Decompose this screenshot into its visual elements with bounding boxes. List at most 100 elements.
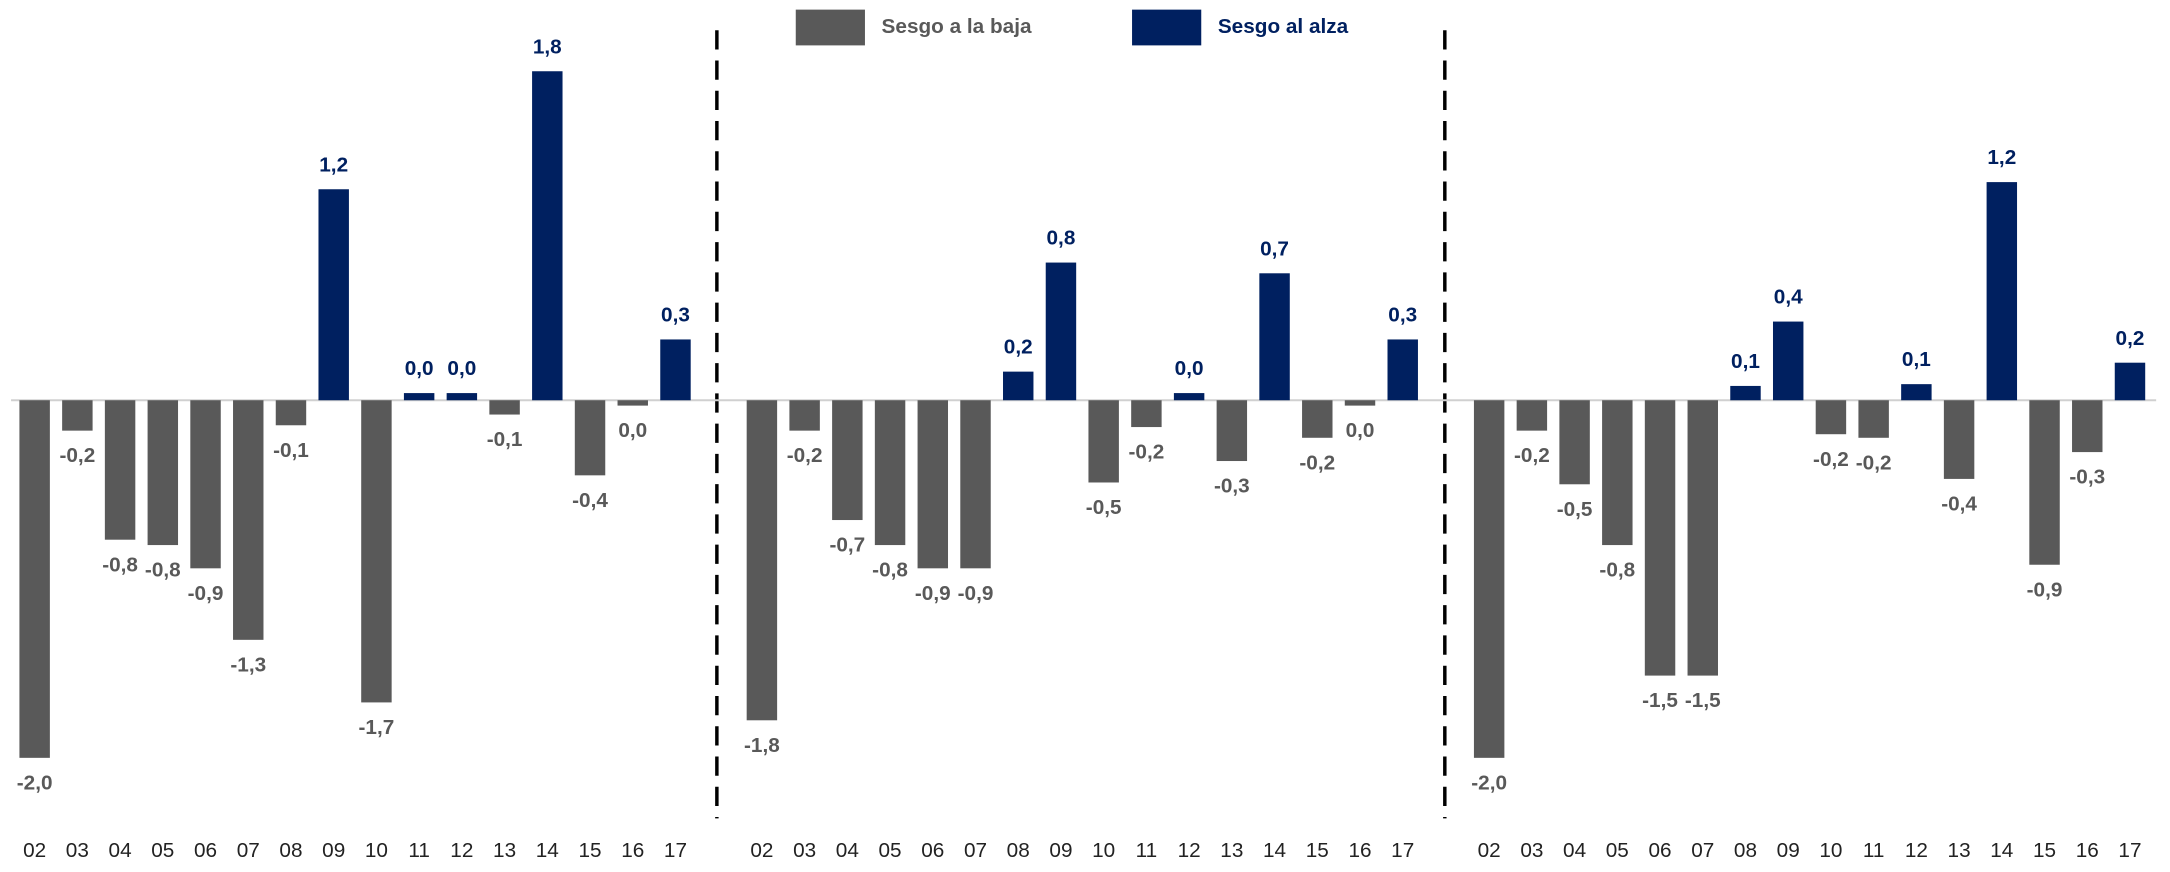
value-label: 1,8	[533, 35, 562, 58]
x-tick-label: 12	[450, 839, 473, 862]
value-label: 0,0	[1175, 357, 1204, 380]
bar	[233, 400, 264, 640]
x-tick-label: 14	[536, 839, 559, 862]
value-label: -0,2	[1514, 444, 1550, 467]
bar	[832, 400, 863, 521]
x-tick-label: 12	[1905, 839, 1928, 862]
x-tick-label: 09	[322, 839, 345, 862]
value-label: 0,3	[661, 304, 690, 327]
value-label: -0,2	[59, 444, 95, 467]
value-label: -0,4	[572, 489, 608, 512]
bar	[2029, 400, 2060, 565]
value-label: 1,2	[1987, 146, 2016, 169]
bar	[147, 400, 179, 546]
x-tick-label: 10	[365, 839, 388, 862]
x-tick-label: 10	[1092, 839, 1115, 862]
bar	[446, 393, 478, 401]
bar	[1088, 400, 1119, 483]
x-tick-label: 16	[2076, 839, 2099, 862]
x-tick-label: 17	[664, 839, 687, 862]
x-tick-label: 02	[1478, 839, 1501, 862]
value-label: 0,1	[1902, 348, 1931, 371]
value-label: -0,8	[872, 559, 908, 582]
bar	[874, 400, 906, 546]
x-tick-label: 08	[1734, 839, 1757, 862]
bar	[2072, 400, 2103, 453]
value-label: -0,2	[1856, 451, 1892, 474]
bar	[403, 393, 435, 401]
bar	[1216, 400, 1248, 462]
bar	[1730, 385, 1761, 401]
bar	[1687, 400, 1718, 676]
bar	[318, 189, 349, 401]
value-label: -0,7	[829, 534, 865, 557]
x-tick-label: 13	[1948, 839, 1971, 862]
x-tick-label: 16	[621, 839, 644, 862]
bar	[1559, 400, 1590, 485]
bar	[532, 71, 563, 401]
value-label: -1,8	[744, 734, 780, 757]
x-tick-label: 06	[921, 839, 944, 862]
value-label: -0,3	[2069, 466, 2105, 489]
value-label: -0,1	[273, 439, 309, 462]
bar	[1901, 384, 1932, 401]
x-tick-label: 02	[750, 839, 773, 862]
x-tick-label: 15	[2033, 839, 2056, 862]
value-label: 0,2	[2116, 327, 2145, 350]
x-tick-label: 11	[1136, 839, 1158, 862]
x-tick-label: 05	[879, 839, 902, 862]
x-tick-label: 12	[1178, 839, 1201, 862]
x-tick-label: 05	[151, 839, 174, 862]
x-tick-label: 09	[1049, 839, 1072, 862]
x-tick-label: 15	[578, 839, 601, 862]
value-label: -1,5	[1685, 689, 1721, 712]
bar	[1943, 400, 1975, 479]
x-tick-label: 07	[1691, 839, 1714, 862]
bar	[1173, 393, 1205, 401]
bar	[574, 400, 606, 476]
value-label: -0,3	[1214, 475, 1250, 498]
value-label: -0,4	[1941, 493, 1977, 516]
x-tick-label: 02	[23, 839, 46, 862]
bar	[275, 400, 307, 426]
x-tick-label: 13	[1220, 839, 1243, 862]
bar	[1815, 400, 1847, 435]
bar	[1473, 400, 1505, 758]
x-tick-label: 11	[408, 839, 430, 862]
x-tick-label: 04	[109, 839, 132, 862]
x-tick-label: 04	[1563, 839, 1586, 862]
bar	[1772, 321, 1804, 401]
value-label: 0,2	[1004, 336, 1033, 359]
value-label: -2,0	[17, 771, 53, 794]
bar	[104, 400, 136, 540]
value-label: -0,2	[1813, 448, 1849, 471]
x-tick-label: 03	[66, 839, 89, 862]
value-label: 0,4	[1774, 286, 1803, 309]
x-tick-label: 05	[1606, 839, 1629, 862]
value-label: -0,8	[145, 559, 181, 582]
value-label: -0,2	[1299, 451, 1335, 474]
bar	[660, 339, 691, 401]
x-tick-label: 17	[2118, 839, 2141, 862]
x-tick-label: 04	[836, 839, 859, 862]
value-label: -0,9	[188, 582, 224, 605]
value-label: 0,0	[618, 419, 647, 442]
value-label: -0,5	[1557, 498, 1593, 521]
value-label: -0,9	[958, 582, 994, 605]
bar	[1602, 400, 1633, 546]
bar	[1986, 182, 2018, 401]
value-label: 0,0	[1346, 419, 1375, 442]
x-tick-label: 06	[1648, 839, 1671, 862]
legend-swatch	[795, 9, 865, 46]
bar	[1045, 262, 1077, 401]
bar	[1302, 400, 1333, 438]
value-label: 0,1	[1731, 350, 1760, 373]
x-tick-label: 06	[194, 839, 217, 862]
bar	[2114, 362, 2146, 401]
legend-label: Sesgo al alza	[1218, 15, 1349, 38]
bar	[960, 400, 991, 569]
bar	[1387, 339, 1418, 401]
x-tick-label: 17	[1391, 839, 1414, 862]
x-tick-label: 14	[1990, 839, 2013, 862]
